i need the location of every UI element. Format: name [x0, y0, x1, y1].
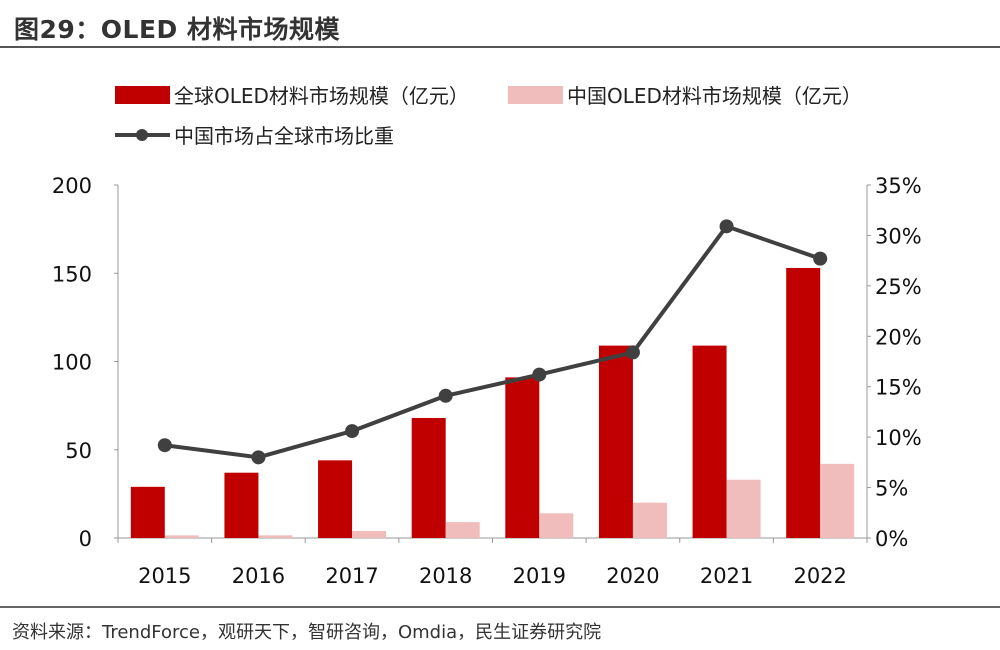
x-tick-label: 2021 [700, 564, 753, 588]
share-point [157, 438, 172, 453]
legend-item-share: 中国市场占全球市场比重 [115, 120, 394, 149]
bar-global [786, 267, 821, 538]
left-tick-label: 100 [52, 351, 92, 375]
source-divider [0, 606, 1000, 608]
legend-swatch-global [115, 85, 170, 104]
right-tick-label: 35% [875, 174, 922, 198]
bar-global [692, 345, 727, 538]
bar-china [632, 502, 667, 538]
x-tick-label: 2019 [513, 564, 566, 588]
share-line [164, 224, 821, 460]
bar-china [445, 522, 480, 538]
x-tick-label: 2018 [419, 564, 472, 588]
bar-global [505, 377, 540, 538]
right-tick-label: 25% [875, 275, 922, 299]
legend-label-global: 全球OLED材料市场规模（亿元） [174, 84, 469, 108]
right-tick-label: 15% [875, 376, 922, 400]
right-tick-label: 30% [875, 224, 922, 248]
share-point [719, 219, 734, 234]
share-point [625, 345, 640, 360]
right-tick-label: 5% [875, 477, 908, 501]
share-point [345, 424, 360, 439]
bar-global [598, 345, 633, 538]
chart-title: 图29：OLED 材料市场规模 [14, 15, 341, 44]
bar-global [411, 417, 446, 538]
share-point [438, 388, 453, 403]
x-tick-label: 2015 [138, 564, 191, 588]
legend-swatch-china [508, 85, 563, 104]
bar-china [726, 479, 761, 538]
bar-china [258, 535, 293, 538]
legend-label-china: 中国OLED材料市场规模（亿元） [567, 84, 862, 108]
left-tick-label: 0 [79, 527, 92, 551]
left-tick-label: 50 [65, 439, 92, 463]
share-point [813, 251, 828, 266]
x-tick-label: 2020 [606, 564, 659, 588]
legend-item-global: 全球OLED材料市场规模（亿元） [115, 80, 469, 109]
bar-global [224, 472, 259, 538]
bar-china [539, 513, 574, 538]
title-divider [0, 46, 1000, 48]
bar-global [318, 460, 353, 538]
left-tick-label: 150 [52, 262, 92, 286]
left-tick-label: 200 [52, 174, 92, 198]
bar-global [130, 486, 165, 538]
x-tick-label: 2016 [232, 564, 285, 588]
legend-line-marker-icon [115, 128, 170, 141]
share-point [532, 367, 547, 382]
x-tick-label: 2022 [793, 564, 846, 588]
right-tick-label: 20% [875, 325, 922, 349]
bar-china [352, 530, 387, 538]
right-tick-label: 10% [875, 426, 922, 450]
x-tick-label: 2017 [325, 564, 378, 588]
bar-china [164, 535, 199, 538]
source-note: 资料来源：TrendForce，观研天下，智研咨询，Omdia，民生证券研究院 [12, 622, 602, 643]
bar-china [820, 463, 855, 538]
right-tick-label: 0% [875, 527, 908, 551]
legend-label-share: 中国市场占全球市场比重 [174, 124, 394, 148]
legend-item-china: 中国OLED材料市场规模（亿元） [508, 80, 862, 109]
share-point [251, 450, 266, 465]
